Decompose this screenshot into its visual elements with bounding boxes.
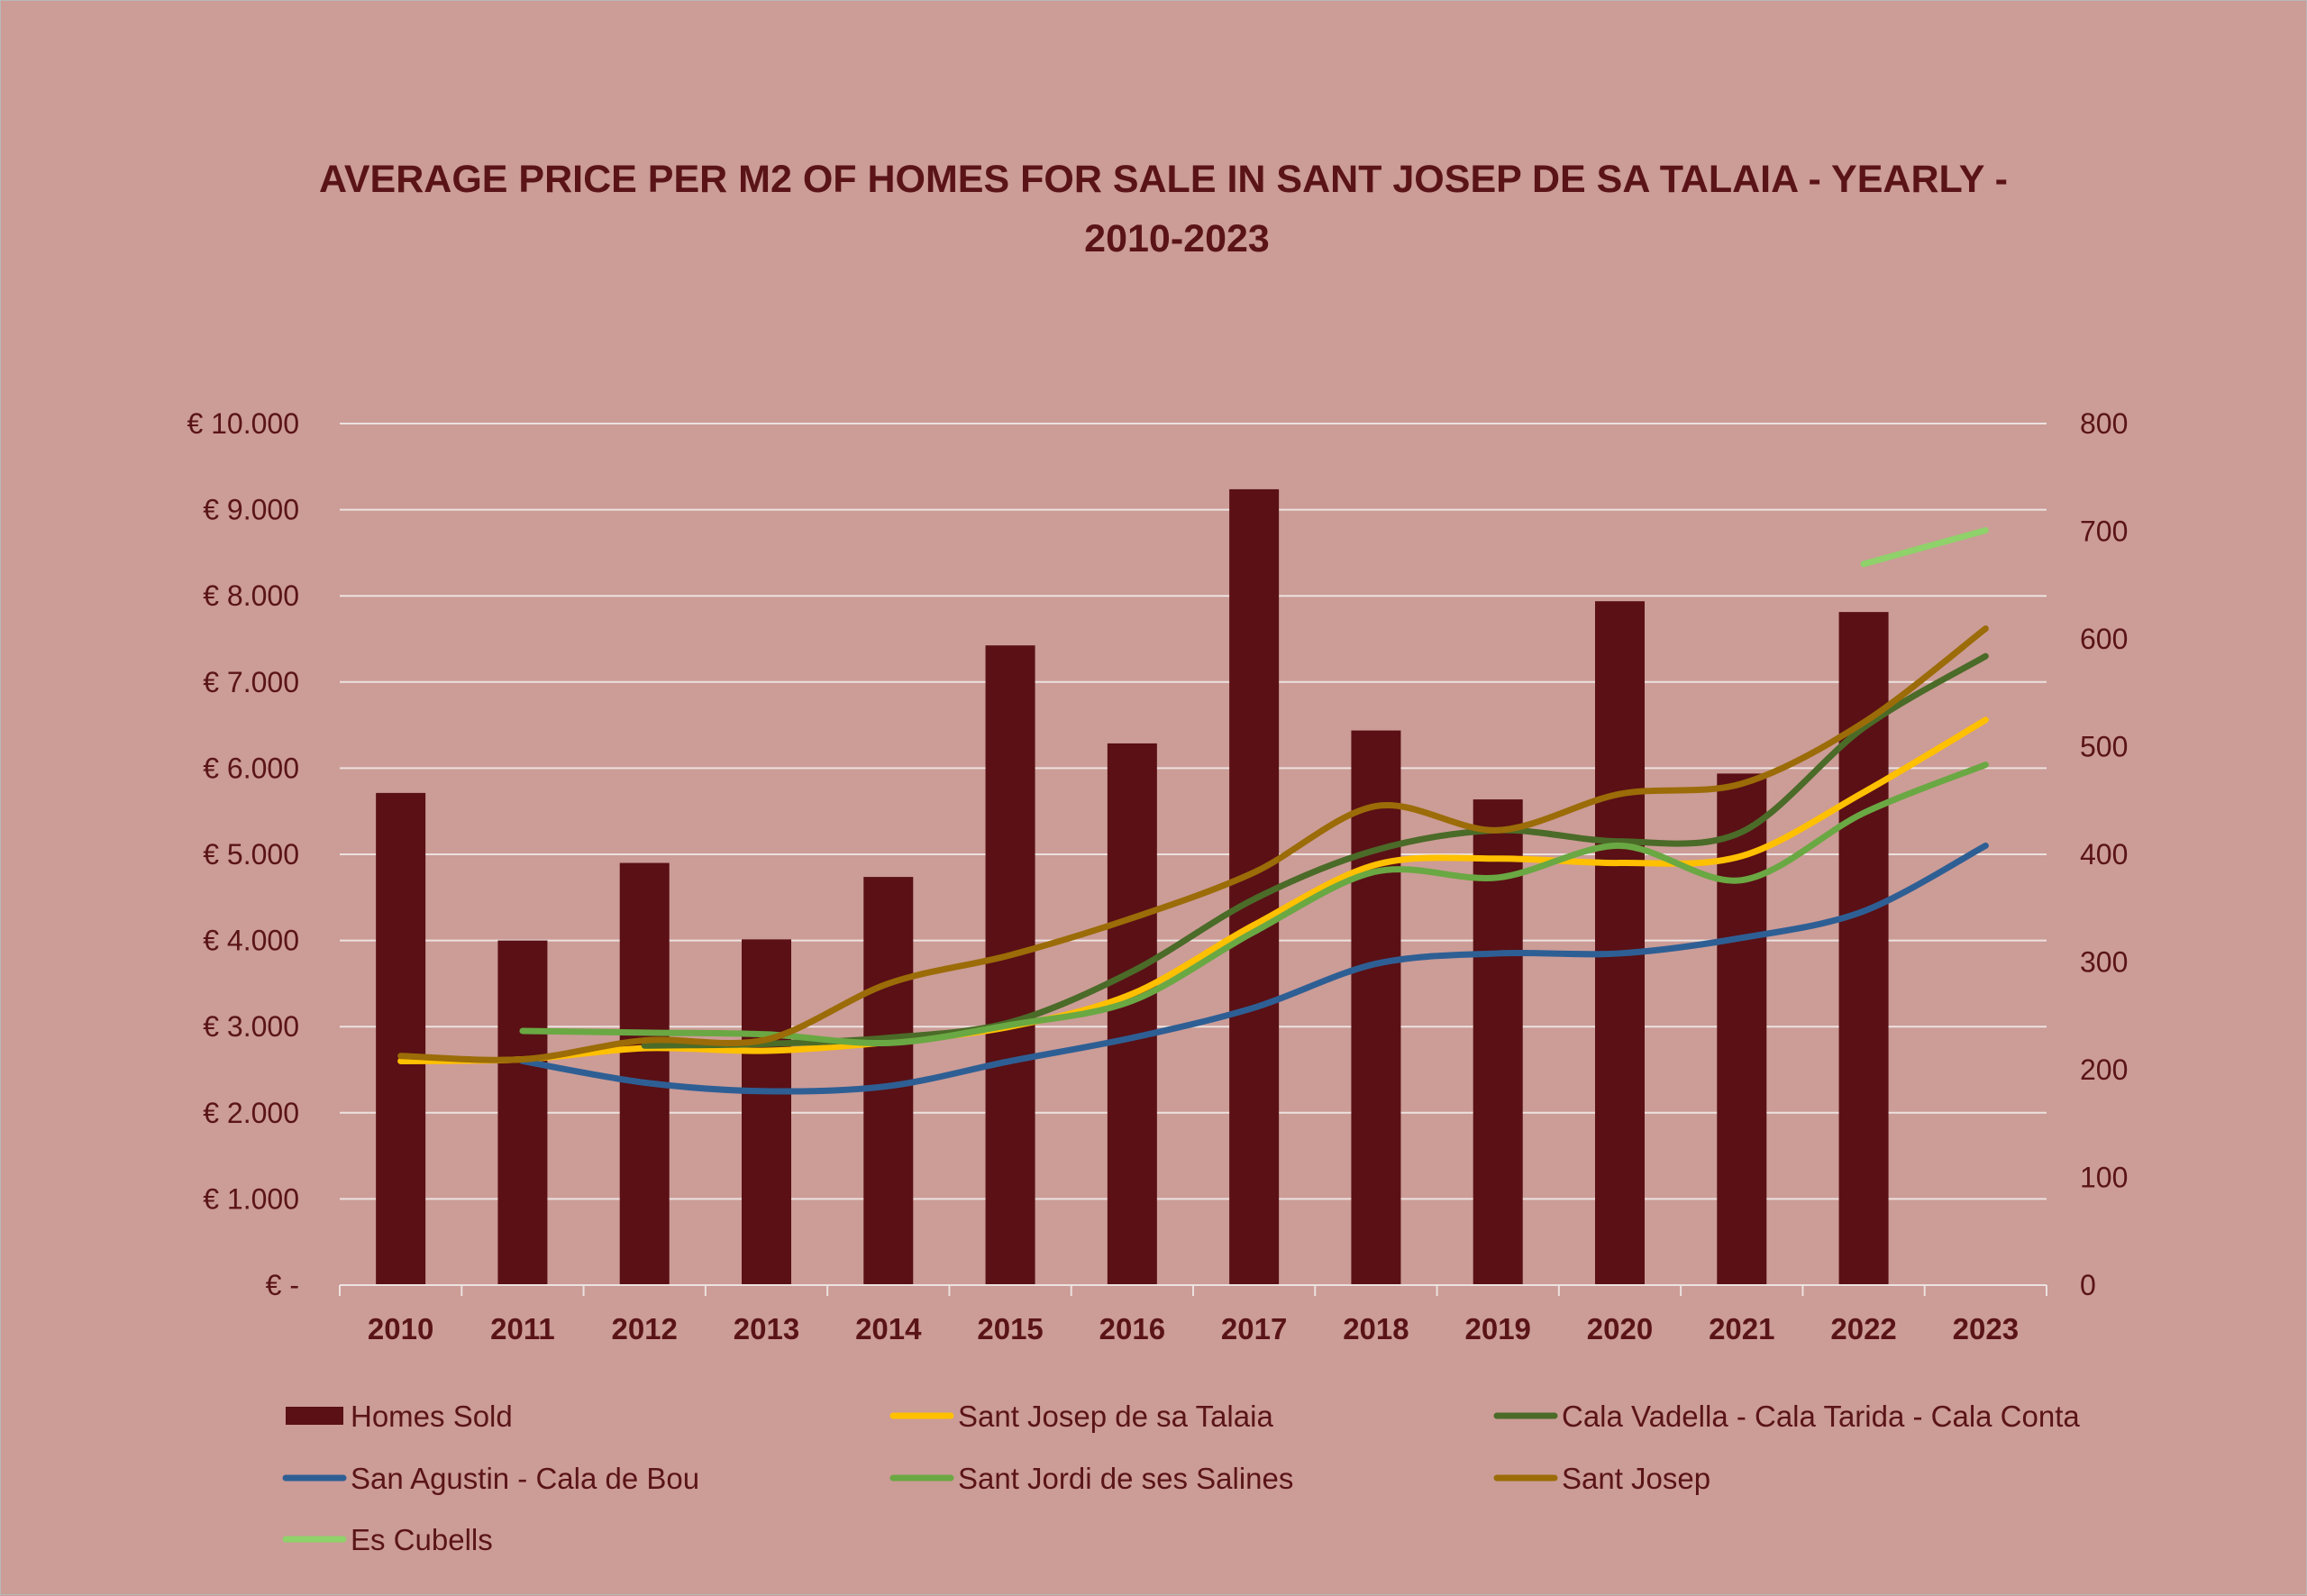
x-tick-label: 2019 [1465, 1312, 1531, 1345]
x-tick-label: 2014 [855, 1312, 922, 1345]
y-right-tick-label: 500 [2080, 731, 2128, 763]
x-tick-label: 2017 [1221, 1312, 1287, 1345]
bar [619, 862, 670, 1285]
bar [497, 940, 548, 1285]
x-tick-label: 2013 [734, 1312, 799, 1345]
legend-label-sant-jordi-de-ses-salines: Sant Jordi de ses Salines [958, 1462, 1293, 1495]
bar [985, 645, 1035, 1285]
legend-swatch-homes-sold [286, 1407, 343, 1425]
y-left-tick-label: € 6.000 [203, 752, 299, 784]
series-line-es-cubells [1860, 527, 1989, 568]
legend-label-es-cubells: Es Cubells [351, 1523, 493, 1556]
y-left-tick-label: € 9.000 [203, 494, 299, 526]
chart-title-line-2: 2010-2023 [1084, 217, 1270, 260]
x-tick-label: 2011 [490, 1312, 555, 1345]
bar [1351, 730, 1401, 1285]
legend-label-cala-vadella-cala-tarida-cala-conta: Cala Vadella - Cala Tarida - Cala Conta [1562, 1400, 2080, 1433]
y-right-tick-label: 300 [2080, 946, 2128, 979]
y-left-tick-label: € 3.000 [203, 1010, 299, 1043]
legend-label-sant-josep: Sant Josep [1562, 1462, 1710, 1495]
y-left-tick-label: € 4.000 [203, 925, 299, 957]
bar [742, 939, 791, 1285]
legend-label-sant-josep-de-sa-talaia: Sant Josep de sa Talaia [958, 1400, 1273, 1433]
y-left-tick-label: € 1.000 [203, 1182, 299, 1215]
bar [1107, 743, 1157, 1285]
legend: Homes Sold Sant Josep de sa Talaia Cala Va… [282, 1400, 2080, 1556]
bar [376, 792, 426, 1285]
y-right-tick-label: 200 [2080, 1053, 2128, 1086]
x-tick-label: 2015 [977, 1312, 1043, 1345]
axes: € - € 1.000 € 2.000 € 3.000 € 4.000 € 5.000 € … [187, 407, 2128, 1345]
x-tick-label: 2023 [1953, 1312, 2019, 1345]
legend-label-homes-sold: Homes Sold [351, 1400, 513, 1433]
chart-title-line-1: AVERAGE PRICE PER M2 OF HOMES FOR SALE I… [319, 158, 2008, 201]
y-left-tick-label: € 10.000 [187, 407, 299, 440]
series-line-sant-jordi-de-ses-salines [519, 762, 1989, 1047]
series-line-cala-vadella-cala-tarida-cala-conta [641, 652, 1989, 1049]
y-right-tick-label: 0 [2080, 1269, 2096, 1301]
y-left-tick-label: € - [266, 1269, 299, 1301]
series-line-sant-josep [397, 625, 1989, 1063]
x-tick-label: 2021 [1709, 1312, 1774, 1345]
y-right-tick-label: 400 [2080, 838, 2128, 871]
y-right-tick-label: 600 [2080, 623, 2128, 655]
y-right-tick-label: 100 [2080, 1162, 2128, 1194]
y-right-tick-label: 800 [2080, 407, 2128, 440]
y-left-tick-label: € 8.000 [203, 579, 299, 612]
line-series-group [397, 527, 1989, 1095]
x-tick-label: 2016 [1099, 1312, 1165, 1345]
y-left-tick-label: € 2.000 [203, 1097, 299, 1129]
y-right-tick-label: 700 [2080, 515, 2128, 548]
bars-homes-sold [376, 488, 1889, 1285]
x-tick-label: 2020 [1587, 1312, 1653, 1345]
y-left-tick-label: € 5.000 [203, 838, 299, 871]
series-line-san-agustin-cala-de-bou [519, 842, 1989, 1095]
x-tick-label: 2012 [612, 1312, 678, 1345]
x-tick-label: 2022 [1830, 1312, 1896, 1345]
bar [1229, 488, 1280, 1285]
bar [1595, 601, 1645, 1285]
gridlines [340, 423, 2047, 1200]
y-left-tick-label: € 7.000 [203, 666, 299, 698]
x-tick-label: 2018 [1343, 1312, 1409, 1345]
x-tick-label: 2010 [368, 1312, 433, 1345]
legend-label-san-agustin-cala-de-bou: San Agustin - Cala de Bou [351, 1462, 699, 1495]
